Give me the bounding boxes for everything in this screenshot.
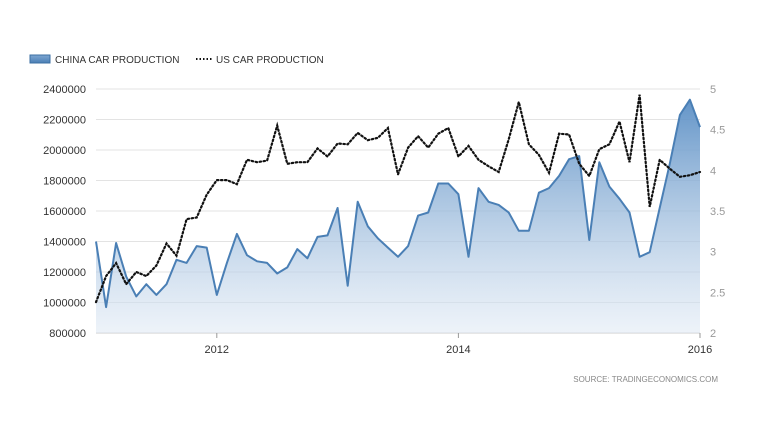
y-left-tick-label: 1800000 <box>43 176 86 188</box>
series-china-car-production <box>95 98 701 333</box>
y-right-tick-label: 2 <box>710 328 716 340</box>
china-area <box>96 99 700 333</box>
y-left-tick-label: 1600000 <box>43 206 86 218</box>
y-left-tick-label: 2200000 <box>43 115 86 127</box>
y-right-tick-label: 5 <box>710 84 716 96</box>
legend-label-china: CHINA CAR PRODUCTION <box>55 55 179 66</box>
y-right-tick-label: 3.5 <box>710 206 725 218</box>
legend: CHINA CAR PRODUCTION US CAR PRODUCTION <box>29 54 324 66</box>
y-left-tick-label: 1000000 <box>43 298 86 310</box>
x-tick-label: 2012 <box>205 344 229 356</box>
legend-label-us: US CAR PRODUCTION <box>216 55 324 66</box>
y-right-tick-label: 2.5 <box>710 287 725 299</box>
y-left-tick-label: 1400000 <box>43 237 86 249</box>
legend-swatch-china <box>29 54 51 64</box>
y-right-tick-label: 4 <box>710 165 716 177</box>
x-axis: 2012 2014 2016 <box>96 332 712 356</box>
series-us-car-production <box>94 94 702 304</box>
y-left-tick-label: 2400000 <box>43 84 86 96</box>
y-right-tick-label: 4.5 <box>710 125 725 137</box>
source-label: SOURCE: TRADINGECONOMICS.COM <box>573 375 718 384</box>
y-axis-left: 800000 1000000 1200000 1400000 1600000 180000… <box>43 84 86 340</box>
y-right-tick-label: 3 <box>710 247 716 259</box>
y-axis-right: 2 2.5 3 3.5 4 4.5 5 <box>710 84 725 340</box>
y-left-tick-label: 1200000 <box>43 267 86 279</box>
x-tick-label: 2016 <box>688 344 712 356</box>
x-tick-label: 2014 <box>446 344 470 356</box>
y-left-tick-label: 2000000 <box>43 145 86 157</box>
china-line <box>95 98 701 309</box>
y-left-tick-label: 800000 <box>49 328 86 340</box>
